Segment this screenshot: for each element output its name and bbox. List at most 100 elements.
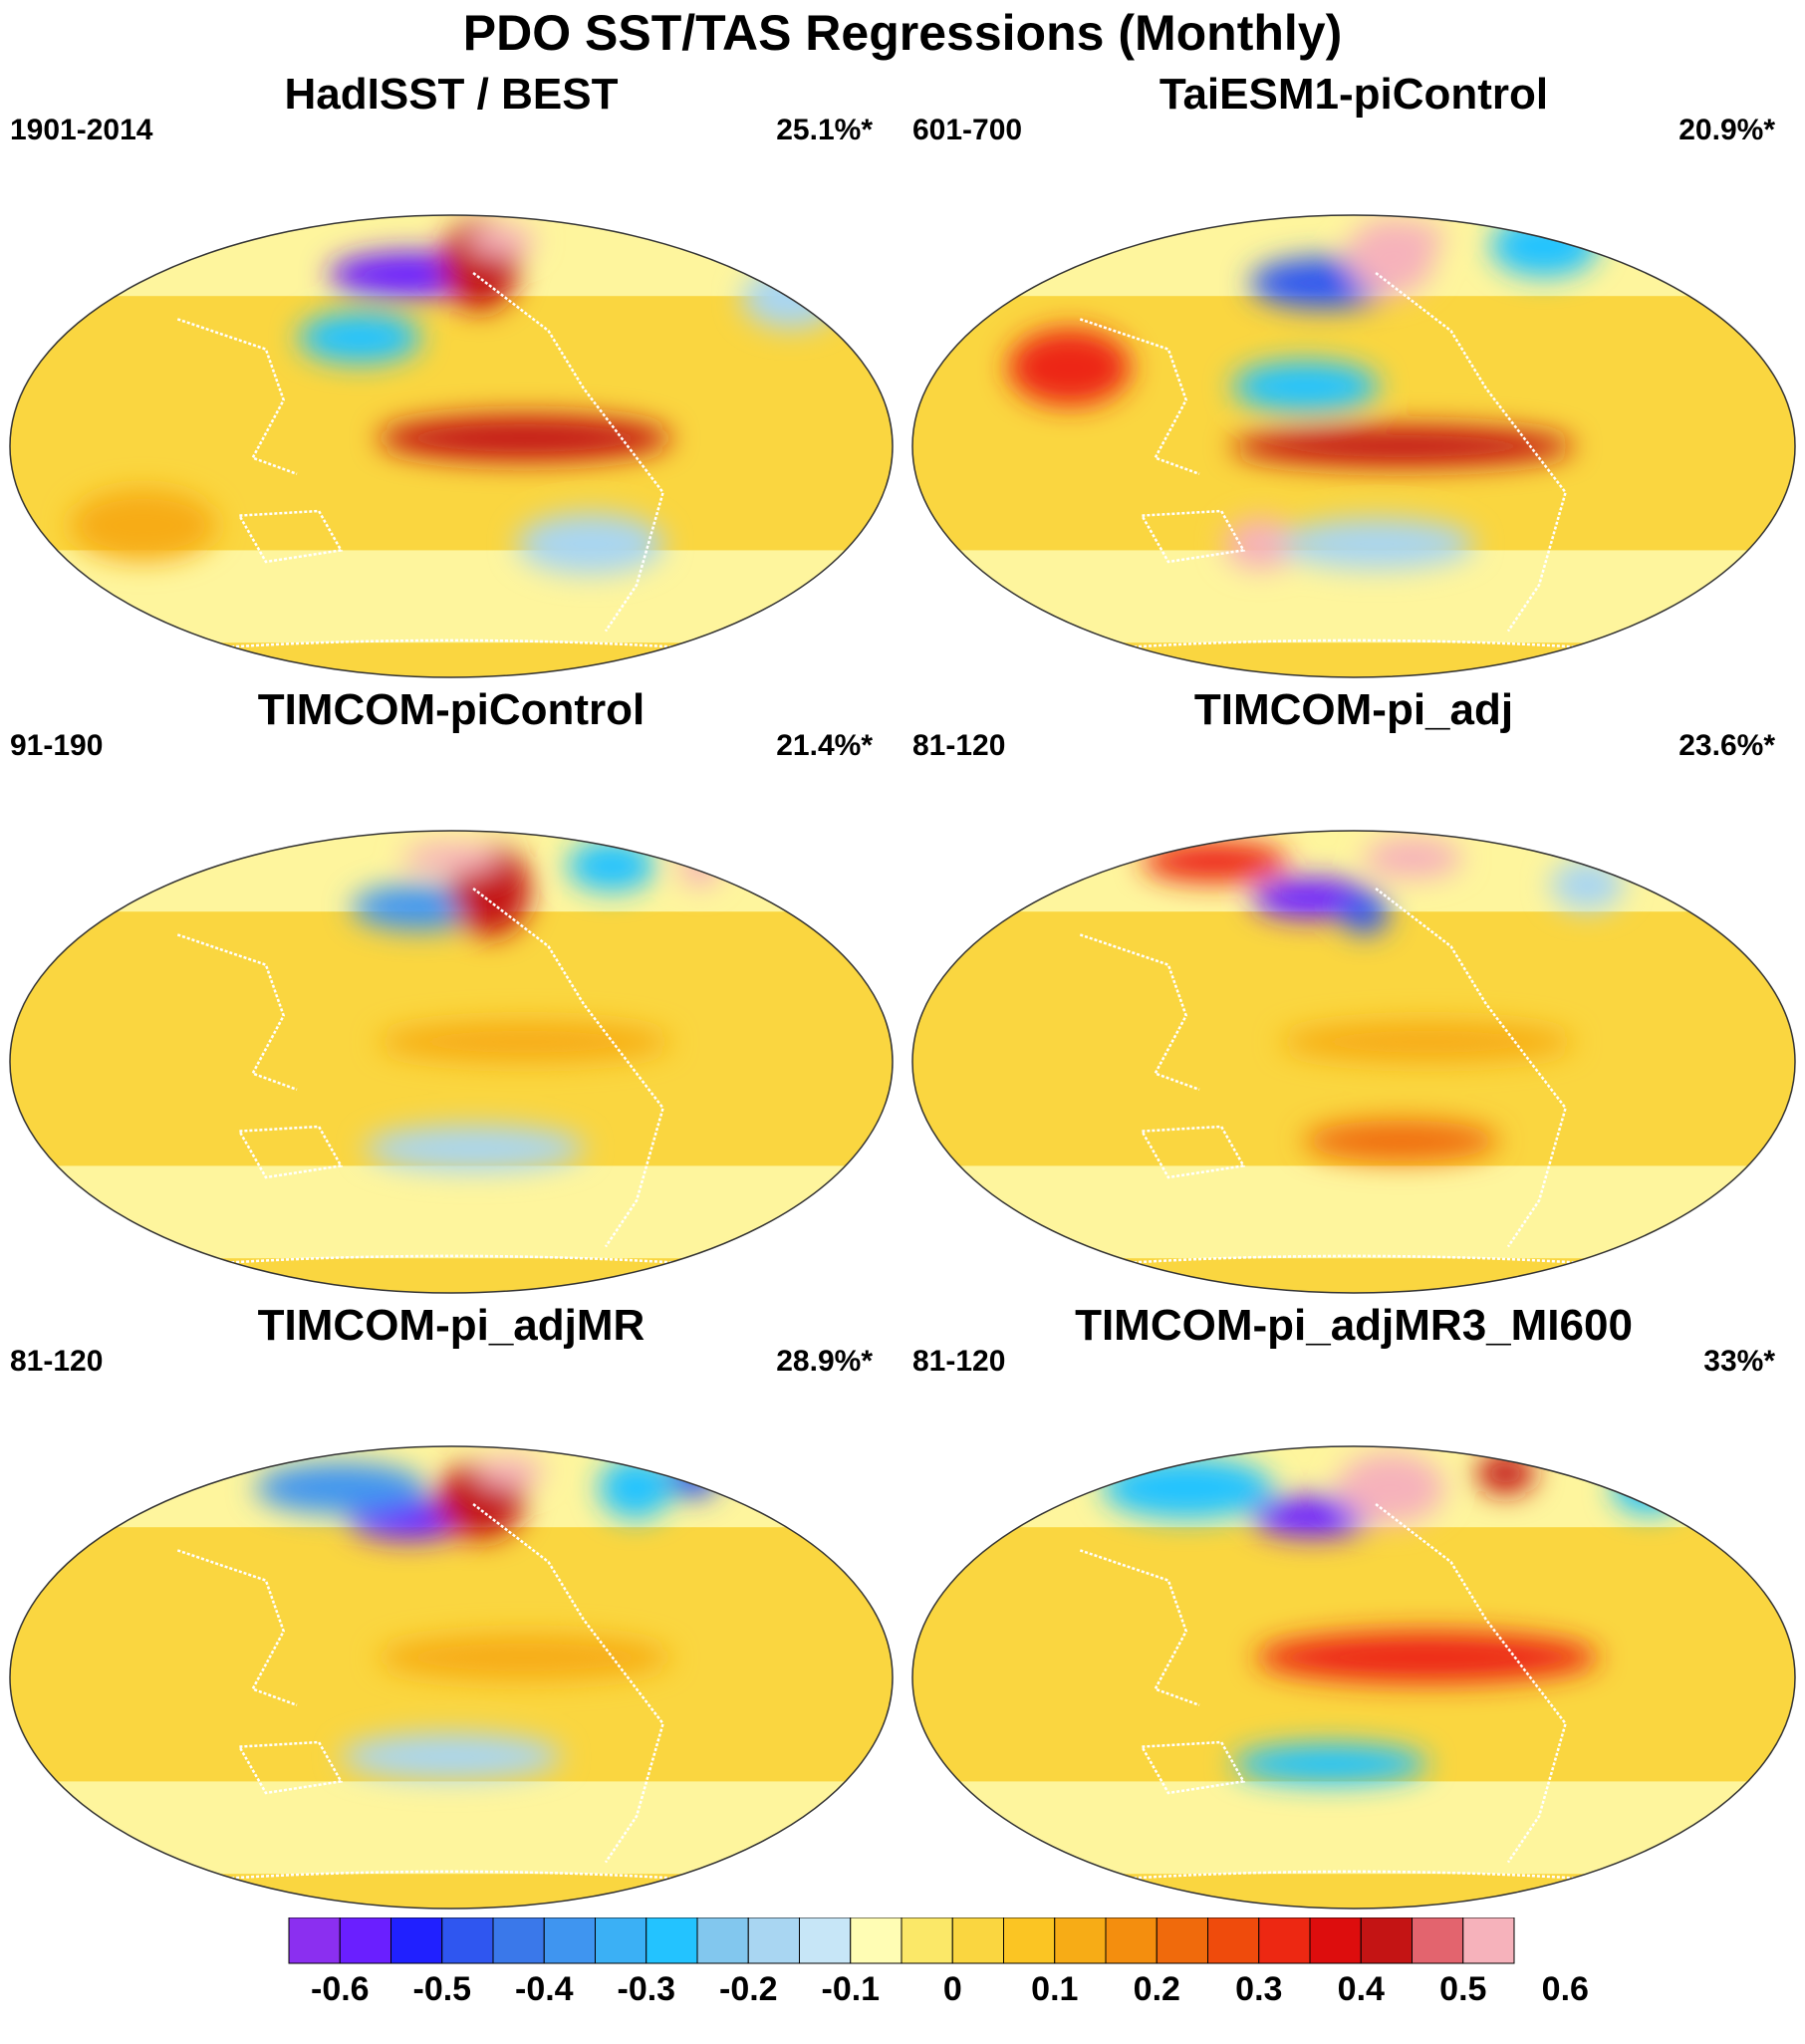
anomaly-blob	[1550, 859, 1625, 911]
coastline	[1079, 1503, 1619, 1883]
panel-period: 81-120	[10, 1345, 104, 1378]
anomaly-blob	[1340, 893, 1390, 934]
map-border	[9, 1445, 894, 1910]
colorbar-box	[288, 1917, 341, 1964]
colorbar-tick-label: -0.1	[821, 1970, 881, 2008]
anomaly-blob	[1278, 518, 1475, 570]
anomaly-blob	[1364, 837, 1462, 879]
anomaly-blob	[517, 513, 664, 575]
map-panel: TIMCOM-pi_adjMR 81-120 28.9%*	[0, 1301, 902, 1918]
anomaly-blob	[1230, 425, 1575, 467]
colorbar-box	[1360, 1917, 1413, 1964]
anomaly-blob	[1102, 1457, 1274, 1519]
map-panel: TIMCOM-pi_adjMR3_MI600 81-120 33%*	[902, 1301, 1805, 1918]
map-border	[911, 214, 1796, 678]
anomaly-blob	[378, 1021, 672, 1063]
anomaly-blob	[298, 312, 421, 364]
anomaly-blob	[378, 414, 672, 462]
colorbar-box	[1156, 1917, 1208, 1964]
panel-title: TIMCOM-pi_adj	[1193, 685, 1514, 734]
map-svg	[9, 830, 894, 1294]
coastline	[176, 888, 716, 1267]
colorbar-box	[492, 1917, 545, 1964]
map-panel: TIMCOM-piControl 91-190 21.4%*	[0, 685, 902, 1303]
colorbar-box	[1258, 1917, 1311, 1964]
panel-variance: 23.6%*	[1678, 729, 1775, 762]
colorbar-tick-label: 0.6	[1541, 1970, 1589, 2008]
colorbar-tick-label: 0.3	[1235, 1970, 1283, 2008]
panel-variance: 21.4%*	[776, 729, 873, 762]
colorbar-tick-label: -0.3	[617, 1970, 676, 2008]
colorbar-box	[543, 1917, 596, 1964]
anomaly-blob	[1376, 221, 1445, 253]
southern-ocean-band	[10, 1781, 893, 1875]
panel-variance: 28.9%*	[776, 1345, 873, 1378]
colorbar-tick-label: 0	[942, 1970, 962, 2008]
anomaly-blob	[364, 1125, 586, 1172]
anomaly-blob	[1142, 841, 1289, 883]
colorbar-box	[799, 1917, 852, 1964]
colorbar-box	[901, 1917, 953, 1964]
figure-title: PDO SST/TAS Regressions (Monthly)	[462, 5, 1343, 61]
map-svg	[911, 830, 1796, 1294]
colorbar-box	[1207, 1917, 1260, 1964]
colorbar-box	[390, 1917, 443, 1964]
panel-title: HadISST / BEST	[284, 70, 619, 119]
anomaly-blob	[1251, 1496, 1375, 1538]
map-border	[911, 1445, 1796, 1910]
panel-period: 91-190	[10, 729, 104, 762]
anomaly-blob	[401, 842, 501, 874]
map-border	[9, 830, 894, 1294]
coastline	[1079, 272, 1619, 651]
colorbar-tick-label: -0.2	[719, 1970, 778, 2008]
colorbar-tick-label: 0.5	[1439, 1970, 1487, 2008]
map-svg	[9, 214, 894, 678]
colorbar-box	[441, 1917, 494, 1964]
colorbar-box	[1309, 1917, 1362, 1964]
panel-title: TaiESM1-piControl	[1159, 70, 1549, 119]
anomaly-blob	[1223, 518, 1298, 570]
southern-ocean-band	[10, 550, 893, 643]
panel-title: TIMCOM-piControl	[257, 685, 645, 734]
colorbar-box	[1462, 1917, 1515, 1964]
colorbar-tick-label: 0.1	[1031, 1970, 1079, 2008]
colorbar-tick-label: -0.4	[515, 1970, 574, 2008]
colorbar-box	[1054, 1917, 1107, 1964]
anomaly-blob	[567, 840, 655, 893]
anomaly-blob	[378, 1634, 672, 1680]
colorbar-box	[747, 1917, 800, 1964]
anomaly-blob	[475, 1455, 544, 1487]
anomaly-blob	[254, 1462, 427, 1514]
colorbar-box	[1003, 1917, 1056, 1964]
anomaly-blob	[669, 1456, 719, 1498]
anomaly-blob	[1280, 1021, 1575, 1063]
anomaly-blob	[741, 267, 841, 329]
colorbar-box	[339, 1917, 391, 1964]
coastline	[176, 272, 716, 651]
map-border	[911, 830, 1796, 1294]
anomaly-blob	[1231, 361, 1380, 412]
map-panel: TaiESM1-piControl 601-700 20.9%*	[902, 70, 1805, 687]
coastline	[176, 1503, 716, 1883]
colorbar-box	[1412, 1917, 1464, 1964]
anomaly-blob	[341, 1733, 562, 1780]
anomaly-blob	[1476, 1452, 1535, 1494]
anomaly-blob	[1375, 1460, 1434, 1487]
panel-period: 1901-2014	[10, 114, 153, 146]
colorbar-tick-label: 0.2	[1133, 1970, 1180, 2008]
colorbar-tick-label: -0.6	[311, 1970, 370, 2008]
panel-variance: 33%*	[1703, 1345, 1775, 1378]
panel-title: TIMCOM-pi_adjMR	[257, 1301, 645, 1350]
map-panel: HadISST / BEST 1901-2014 25.1%*	[0, 70, 902, 687]
anomaly-blob	[1008, 329, 1132, 406]
colorbar-box	[1105, 1917, 1158, 1964]
colorbar-tick-label: -0.5	[412, 1970, 472, 2008]
panel-title: TIMCOM-pi_adjMR3_MI600	[1075, 1301, 1633, 1350]
anomaly-blob	[466, 224, 536, 256]
colorbar-tick-label: 0.4	[1337, 1970, 1385, 2008]
panel-variance: 20.9%*	[1678, 114, 1775, 146]
map-svg	[911, 214, 1796, 678]
colorbar-box	[595, 1917, 647, 1964]
anomaly-blob	[1255, 1632, 1599, 1683]
southern-ocean-band	[10, 1165, 893, 1259]
